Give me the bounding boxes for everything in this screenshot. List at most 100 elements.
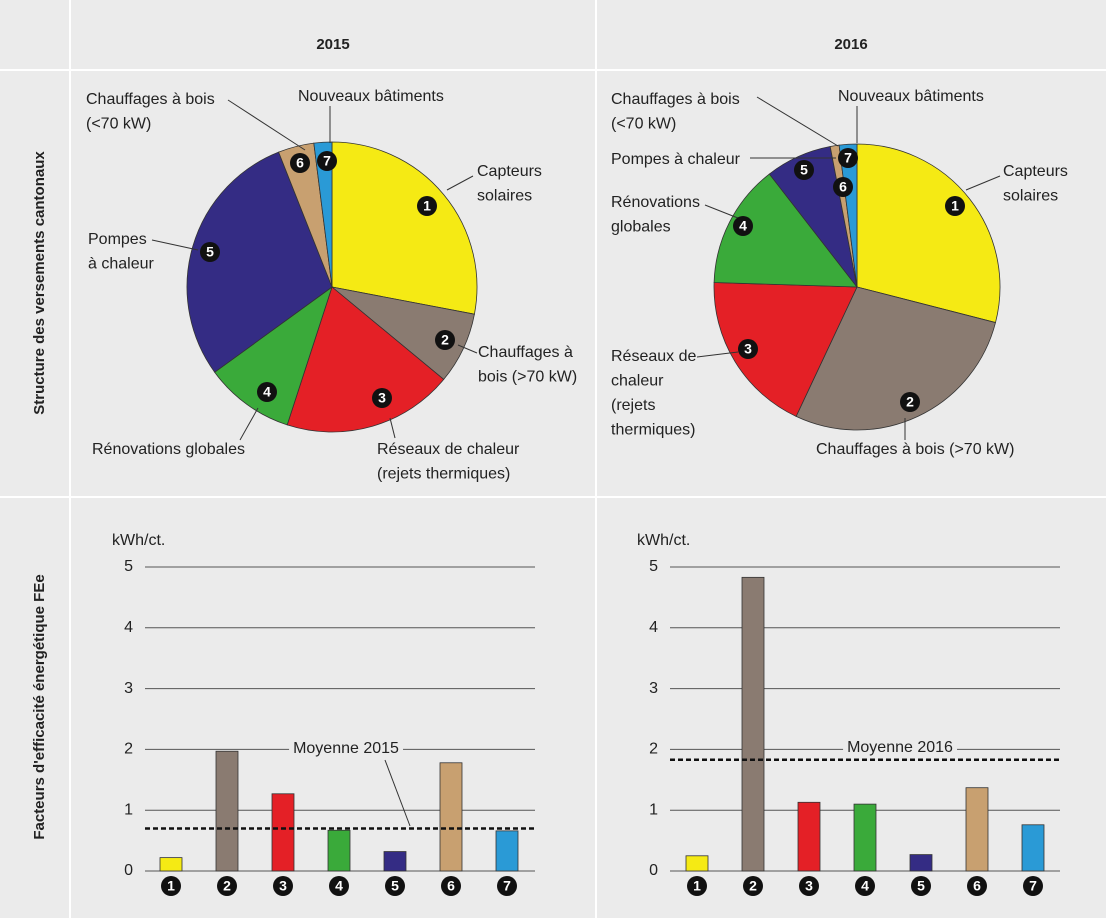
pie-slice (186, 151, 333, 373)
slice-label: Pompes (88, 231, 147, 248)
marker-label: 4 (861, 878, 869, 894)
marker-circle (911, 876, 931, 896)
slice-label: Capteurs (477, 163, 542, 180)
marker-label: 7 (844, 150, 852, 166)
slice-label: (<70 kW) (86, 116, 151, 133)
marker-circle (200, 242, 220, 262)
marker-circle (257, 382, 277, 402)
slice-label: chaleur (611, 373, 664, 390)
slice-label: (<70 kW) (611, 116, 676, 133)
slice-label: Rénovations globales (92, 441, 245, 458)
bar (271, 793, 295, 872)
marker-label: 2 (906, 394, 914, 410)
slice-label: Pompes à chaleur (611, 151, 741, 168)
bar (215, 750, 239, 872)
marker-circle (497, 876, 517, 896)
marker-label: 5 (206, 244, 214, 260)
y-tick-label: 5 (124, 558, 133, 575)
marker-circle (290, 153, 310, 173)
marker-label: 6 (296, 155, 304, 171)
slice-label: Nouveaux bâtiments (298, 88, 444, 105)
slice-label: Réseaux de (611, 348, 696, 365)
y-axis-label: kWh/ct. (112, 532, 165, 549)
y-tick-label: 3 (649, 680, 658, 697)
marker-circle (273, 876, 293, 896)
leader-line (239, 407, 259, 441)
marker-label: 6 (839, 179, 847, 195)
leader-line (696, 351, 739, 358)
marker-circle (372, 388, 392, 408)
bar (685, 855, 709, 872)
marker-circle (855, 876, 875, 896)
slice-label: Réseaux de chaleur (377, 441, 520, 458)
y-tick-label: 1 (124, 801, 133, 818)
bar (495, 830, 519, 872)
bar (159, 857, 183, 872)
slice-label: Nouveaux bâtiments (838, 88, 984, 105)
slice-label: Chauffages à (478, 344, 573, 361)
marker-label: 7 (503, 878, 511, 894)
leader-line (756, 96, 839, 147)
slice-label: globales (611, 219, 671, 236)
slice-label: à chaleur (88, 256, 154, 273)
leader-line (384, 759, 411, 827)
marker-circle (317, 151, 337, 171)
marker-circle (833, 177, 853, 197)
slice-label: solaires (477, 188, 532, 205)
marker-label: 6 (973, 878, 981, 894)
marker-circle (799, 876, 819, 896)
marker-circle (794, 160, 814, 180)
marker-circle (738, 339, 758, 359)
marker-label: 1 (167, 878, 175, 894)
marker-label: 2 (223, 878, 231, 894)
column-header: 2016 (834, 36, 867, 53)
marker-label: 3 (378, 390, 386, 406)
y-tick-label: 4 (124, 619, 133, 636)
marker-label: 4 (335, 878, 343, 894)
marker-label: 2 (441, 332, 449, 348)
slice-label: Chauffages à bois (86, 91, 215, 108)
marker-circle (1023, 876, 1043, 896)
pie-slice (331, 141, 478, 315)
leader-line (457, 344, 478, 354)
bar (797, 801, 821, 872)
marker-circle (417, 196, 437, 216)
marker-label: 2 (749, 878, 757, 894)
bar (439, 762, 463, 872)
marker-circle (967, 876, 987, 896)
leader-line (151, 239, 199, 251)
mean-label: Moyenne 2016 (847, 739, 953, 756)
mean-label-bg (289, 740, 404, 758)
marker-label: 7 (323, 153, 331, 169)
slice-label: solaires (1003, 188, 1058, 205)
bar (741, 576, 765, 872)
bar (965, 787, 989, 872)
marker-label: 5 (917, 878, 925, 894)
marker-label: 1 (951, 198, 959, 214)
slice-label: Chauffages à bois (611, 91, 740, 108)
y-axis-label: kWh/ct. (637, 532, 690, 549)
y-tick-label: 1 (649, 801, 658, 818)
mean-label-bg (843, 739, 958, 757)
leader-line (965, 175, 1001, 191)
marker-label: 7 (1029, 878, 1037, 894)
leader-line (446, 175, 474, 191)
marker-circle (838, 148, 858, 168)
marker-circle (945, 196, 965, 216)
slice-label: thermiques) (611, 422, 695, 439)
pie-slice (286, 286, 445, 433)
pie-slice (795, 286, 996, 431)
marker-label: 6 (447, 878, 455, 894)
bar (383, 851, 407, 872)
marker-circle (743, 876, 763, 896)
pie-slice (313, 141, 333, 288)
marker-circle (217, 876, 237, 896)
marker-circle (900, 392, 920, 412)
row-header: Facteurs d'efficacité énergétique FEe (31, 574, 48, 839)
marker-circle (441, 876, 461, 896)
pie-slice (214, 285, 333, 426)
marker-label: 5 (800, 162, 808, 178)
y-tick-label: 2 (649, 741, 658, 758)
